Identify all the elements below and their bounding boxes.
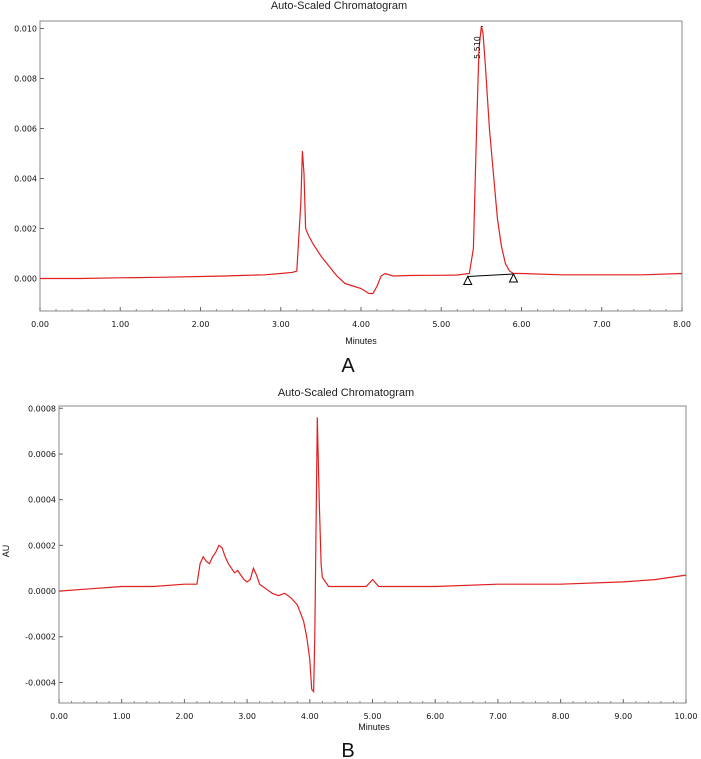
chart-a-x-tick-label: 2.00 [192,320,210,329]
panel-a-letter: A [341,355,355,377]
chart-b-y-tick-label: 0.0002 [28,541,56,550]
chart-a-x-tick-label: 5.00 [432,320,450,329]
chart-b-x-tick-label: 1.00 [113,712,131,721]
chart-a-x-tick-label: 0.00 [31,320,49,329]
chart-b-x-tick-label: 0.00 [50,712,68,721]
chart-b-x-tick-label: 8.00 [552,712,570,721]
integration-marker [508,272,519,283]
chart-b-x-tick-label: 7.00 [489,712,507,721]
chart-a-annotations: 5.510 [462,26,519,285]
chart-a-x-tick-label: 6.00 [513,320,531,329]
chart-a-y-tick-label: 0.000 [14,275,37,284]
chart-a-y-tick-label: 0.008 [14,75,37,84]
chart-b-frame [58,405,687,704]
chart-a-y-axis: 0.000 0.002 0.004 0.006 0.008 0.010 [14,25,44,284]
integration-baseline [467,273,514,277]
chart-b-y-tick-label: 0.0000 [28,587,56,596]
chart-b-x-axis: 0.00 1.00 2.00 3.00 4.00 5.00 6.00 7.00 8.00 9.00… [50,699,697,721]
chart-a-x-label: Minutes [345,336,377,346]
chart-b-x-tick-label: 4.00 [301,712,319,721]
panel-a: Auto-Scaled Chromatogram 0.0000.0020.004… [14,0,691,377]
chart-b-x-tick-label: 3.00 [238,712,256,721]
chart-b-y-tick-label: 0.0006 [28,450,56,459]
peak-label: 5.510 [473,36,482,59]
chart-a-x-tick-label: 7.00 [593,320,611,329]
chart-b-x-tick-label: 2.00 [175,712,193,721]
chart-b-x-tick-label: 6.00 [426,712,444,721]
chart-b-y-tick-label: 0.0004 [28,496,56,505]
panel-b-letter: B [341,740,354,759]
chart-b-y-tick-label: -0.0004 [25,678,56,687]
chart-a-x-tick-label: 3.00 [272,320,290,329]
chart-a-y-tick-label: 0.006 [14,125,37,134]
chart-a-x-tick-label: 1.00 [111,320,129,329]
chart-b-series-line [58,417,687,694]
chart-b-title: Auto-Scaled Chromatogram [278,387,414,399]
chart-b-x-tick-label: 5.00 [364,712,382,721]
chart-a-frame [39,20,683,312]
integration-marker [462,275,473,285]
chart-b-y-tick-label: 0.0008 [28,404,56,413]
chart-a-x-tick-label: 8.00 [673,320,691,329]
chart-a-x-tick-label: 4.00 [352,320,370,329]
chart-b-x-tick-label: 10.00 [675,712,698,721]
chart-b-y-tick-label: -0.0002 [25,633,56,642]
chart-b-y-axis: -0.0004 -0.0002 0.0000 0.0002 0.0004 0.0006 0.… [25,404,63,687]
chart-b-x-tick-label: 9.00 [614,712,632,721]
chart-b-x-label: Minutes [358,722,390,732]
chart-b-y-label: AU [1,545,11,558]
chart-a-y-tick-label: 0.002 [14,225,37,234]
chart-a-title: Auto-Scaled Chromatogram [271,0,407,12]
chart-a-y-tick-label: 0.010 [14,25,37,34]
chart-a-y-tick-label: 0.004 [14,175,37,184]
panel-b: Auto-Scaled Chromatogram -0.0004 -0.0002 0… [1,387,697,759]
chart-a-x-axis: 0.00 1.00 2.00 3.00 4.00 5.00 6.00 7.00 8.00 [31,307,691,329]
chart-a-series-line [40,25,683,295]
